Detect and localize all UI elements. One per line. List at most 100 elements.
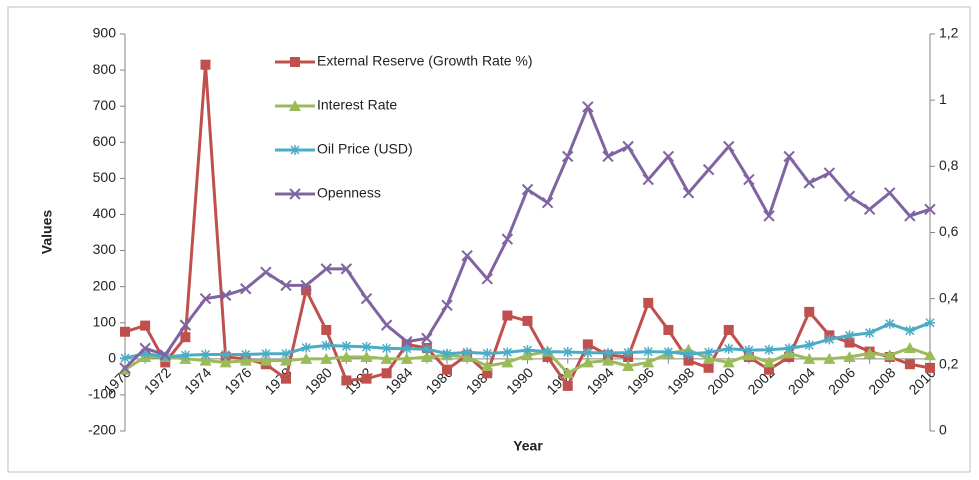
marker	[622, 360, 635, 372]
y-tick-label: 700	[93, 97, 117, 113]
marker	[562, 150, 574, 163]
marker	[380, 352, 393, 364]
marker	[442, 348, 452, 359]
marker	[380, 319, 393, 331]
marker	[582, 339, 593, 350]
marker	[340, 263, 353, 275]
marker	[824, 334, 835, 345]
marker	[180, 332, 191, 343]
marker	[783, 150, 795, 163]
marker	[280, 354, 292, 366]
marker	[743, 173, 755, 186]
marker	[300, 352, 313, 364]
marker	[219, 289, 232, 302]
marker	[642, 173, 654, 186]
marker	[582, 101, 594, 113]
marker	[341, 375, 352, 386]
marker	[481, 360, 494, 372]
marker	[199, 354, 212, 366]
y2-tick-label: 0,4	[939, 289, 959, 305]
marker	[542, 346, 553, 357]
y-tick-label: 600	[93, 133, 117, 149]
marker	[682, 187, 695, 199]
y-tick-label: 900	[93, 25, 117, 41]
marker	[823, 167, 836, 179]
y2-tick-label: 0,6	[939, 223, 959, 239]
y-axis-label: Values	[39, 210, 55, 255]
marker	[421, 344, 432, 355]
marker	[120, 326, 130, 337]
y-tick-label: -200	[88, 422, 116, 438]
marker	[663, 346, 674, 357]
marker	[884, 318, 895, 329]
marker	[642, 356, 655, 368]
marker	[401, 335, 413, 348]
marker	[784, 343, 795, 354]
marker	[321, 340, 332, 351]
y2-tick-label: 0,8	[939, 157, 959, 173]
y2-tick-label: 0,2	[939, 356, 959, 372]
marker	[764, 364, 774, 375]
marker	[420, 351, 433, 363]
marker	[180, 350, 191, 361]
marker	[119, 362, 131, 374]
marker	[924, 203, 936, 216]
marker	[140, 348, 151, 359]
marker	[259, 354, 272, 366]
marker	[561, 367, 574, 379]
marker	[903, 341, 916, 353]
legend-marker	[290, 145, 300, 155]
marker	[643, 346, 654, 357]
marker	[280, 279, 292, 292]
marker	[501, 356, 514, 368]
y-tick-label: 200	[93, 277, 117, 293]
marker	[300, 279, 312, 292]
marker	[843, 351, 856, 363]
marker	[361, 341, 372, 352]
marker	[401, 343, 412, 354]
marker	[803, 177, 815, 189]
marker	[581, 356, 594, 368]
marker	[925, 317, 935, 328]
marker	[702, 352, 715, 364]
marker	[764, 344, 774, 355]
marker	[200, 59, 211, 70]
marker	[160, 357, 171, 368]
marker	[501, 233, 514, 245]
marker	[320, 352, 333, 364]
marker	[522, 345, 533, 356]
marker	[602, 150, 614, 163]
marker	[722, 356, 735, 368]
marker	[823, 352, 836, 364]
y-tick-label: 500	[93, 169, 117, 185]
marker	[481, 273, 493, 285]
marker	[200, 349, 211, 360]
marker	[361, 373, 372, 384]
marker	[844, 330, 855, 341]
marker	[239, 354, 252, 366]
marker	[623, 347, 634, 358]
marker	[521, 183, 534, 196]
marker	[340, 351, 353, 363]
marker	[703, 362, 714, 373]
marker	[462, 347, 473, 358]
marker	[662, 150, 675, 163]
y-tick-label: 400	[93, 205, 117, 221]
marker	[219, 356, 232, 368]
marker	[260, 266, 272, 278]
marker	[924, 349, 936, 361]
marker	[702, 163, 715, 176]
marker	[602, 354, 614, 366]
marker	[804, 306, 815, 317]
marker	[120, 353, 130, 364]
marker	[663, 324, 674, 335]
marker	[281, 373, 291, 384]
marker	[603, 348, 613, 359]
marker	[582, 347, 593, 358]
marker	[461, 249, 473, 262]
marker	[844, 337, 855, 348]
marker	[904, 359, 915, 370]
legend-label: External Reserve (Growth Rate %)	[317, 53, 533, 69]
marker	[763, 356, 775, 368]
